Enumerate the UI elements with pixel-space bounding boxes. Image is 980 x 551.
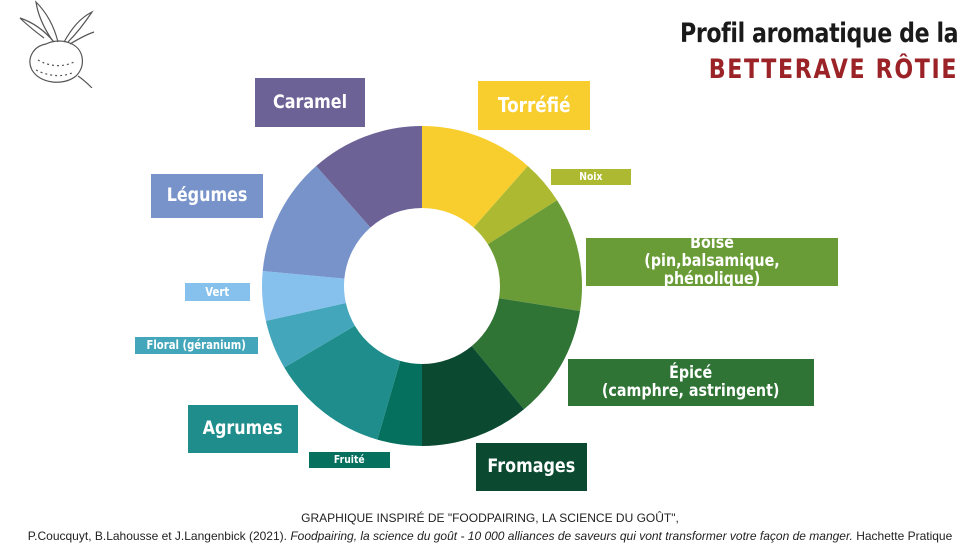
label-text-5: Fruité [334,453,365,467]
label-text-8: Vert [205,284,230,299]
donut-slice-3 [471,298,581,410]
label-box-10: Caramel [255,78,365,127]
donut-slice-2 [487,200,582,312]
donut-slice-6 [284,325,401,440]
label-box-4: Fromages [476,443,587,491]
donut-slice-4 [422,346,524,446]
label-box-9: Légumes [151,174,263,218]
title-line-2: BETTERAVE RÔTIE [708,54,958,85]
label-text-10: Caramel [272,90,348,113]
source-line-1: GRAPHIQUE INSPIRÉ DE "FOODPAIRING, LA SC… [301,511,679,525]
label-text-9: Légumes [166,184,248,207]
label-box-0: Torréfié [478,81,590,130]
label-box-6: Agrumes [188,405,298,453]
label-text-1: Noix [579,170,603,184]
label-text-2: Boisé (pin,balsamique, phénolique) [644,233,780,289]
label-text-0: Torréfié [497,93,571,117]
label-box-2: Boisé (pin,balsamique, phénolique) [586,233,838,289]
donut-slice-8 [262,270,346,321]
source-book-title: Foodpairing, la science du goût - 10 000… [290,529,853,543]
label-box-1: Noix [551,169,631,185]
donut-slice-7 [265,303,355,368]
beet-logo-icon [19,0,95,88]
label-text-4: Fromages [487,455,576,478]
label-text-6: Agrumes [203,417,283,440]
donut-slice-10 [316,126,422,228]
donut-slice-1 [473,165,558,245]
donut-slice-5 [377,360,422,447]
label-box-5: Fruité [309,452,390,468]
source-authors: P.Coucquyt, B.Lahousse et J.Langenbick (… [27,529,291,543]
source-line-2: P.Coucquyt, B.Lahousse et J.Langenbick (… [0,529,980,543]
donut-slice-0 [422,126,528,228]
label-box-8: Vert [185,283,250,301]
source-publisher: Hachette Pratique [852,529,953,543]
donut-slice-9 [262,165,371,279]
label-box-7: Floral (géranium) [135,337,258,354]
label-text-7: Floral (géranium) [146,338,247,353]
label-box-3: Épicé (camphre, astringent) [568,359,814,406]
label-text-3: Épicé (camphre, astringent) [602,362,780,401]
title-line-1: Profil aromatique de la [679,18,959,49]
